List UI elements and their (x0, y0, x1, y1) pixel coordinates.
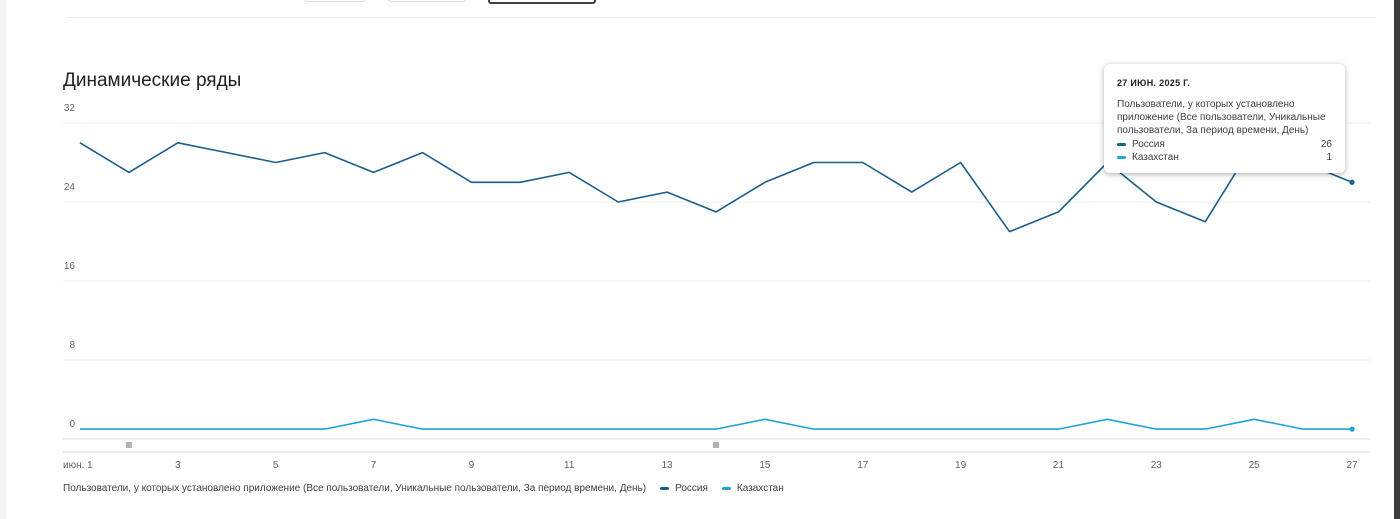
x-tick-label: 5 (273, 460, 279, 471)
series-line-russia[interactable] (79, 142, 1353, 233)
x-tick-label: 23 (1151, 460, 1163, 471)
tooltip-metric: Пользователи, у которых установлено прил… (1117, 99, 1326, 136)
y-tick-label: 32 (64, 103, 76, 114)
x-tick-label: 3 (175, 460, 181, 471)
x-tick-label: 19 (955, 460, 967, 471)
y-tick-label: 16 (64, 261, 76, 272)
tooltip-row-kazakhstan: Казахстан 1 (1117, 151, 1332, 164)
legend-label: Казахстан (736, 483, 784, 494)
series-line-kazakhstan[interactable] (80, 418, 1352, 430)
y-tick-label: 24 (64, 182, 76, 193)
anomaly-markers (125, 442, 719, 448)
top-toolbar-button-active[interactable] (488, 0, 596, 4)
tooltip-swatch (1117, 156, 1126, 159)
legend-item-kazakhstan[interactable]: Казахстан (721, 483, 784, 494)
x-tick-label: 11 (564, 460, 575, 471)
tooltip-swatch (1117, 143, 1126, 146)
legend-metric: Пользователи, у которых установлено прил… (63, 483, 647, 494)
tooltip-series-value: 26 (1320, 139, 1332, 150)
chart-tooltip: 27 ИЮН. 2025 Г. Пользователи, у которых … (1104, 64, 1345, 173)
y-axis-ticks: 0 8 16 24 32 (64, 103, 76, 430)
x-tick-label: 27 (1346, 460, 1358, 471)
legend-swatch (721, 487, 731, 490)
y-tick-label: 8 (69, 340, 75, 351)
anomaly-marker[interactable] (125, 442, 132, 448)
tooltip-series-name: Россия (1132, 139, 1165, 150)
x-tick-label: 17 (857, 460, 869, 471)
window-edge (1394, 0, 1400, 519)
series-point-highlight[interactable] (1349, 179, 1355, 185)
chart-legend: Пользователи, у которых установлено прил… (63, 483, 784, 494)
tooltip-series-value: 1 (1326, 152, 1332, 163)
x-axis-ticks: июн. 1 3 5 7 9 11 13 15 17 19 21 23 25 27 (63, 460, 1358, 471)
tooltip-row-russia: Россия 26 (1117, 138, 1332, 151)
divider (68, 17, 1376, 18)
x-tick-label: июн. 1 (63, 460, 93, 471)
tooltip-date: 27 ИЮН. 2025 Г. (1117, 78, 1191, 88)
tooltip-series-name: Казахстан (1132, 152, 1179, 163)
legend-swatch (660, 487, 670, 490)
x-tick-label: 25 (1249, 460, 1261, 471)
grid-lines (63, 122, 1370, 453)
x-tick-label: 21 (1053, 460, 1065, 471)
legend-item-russia[interactable]: Россия (660, 483, 708, 494)
series-lines (79, 142, 1355, 432)
x-tick-label: 7 (371, 460, 377, 471)
y-tick-label: 0 (69, 419, 75, 430)
series-point-highlight[interactable] (1349, 426, 1355, 432)
x-tick-label: 15 (759, 460, 771, 471)
x-tick-label: 13 (662, 460, 674, 471)
x-tick-label: 9 (469, 460, 475, 471)
legend-label: Россия (675, 483, 708, 494)
anomaly-marker[interactable] (713, 442, 719, 448)
chart-title: Динамические ряды (63, 70, 242, 91)
